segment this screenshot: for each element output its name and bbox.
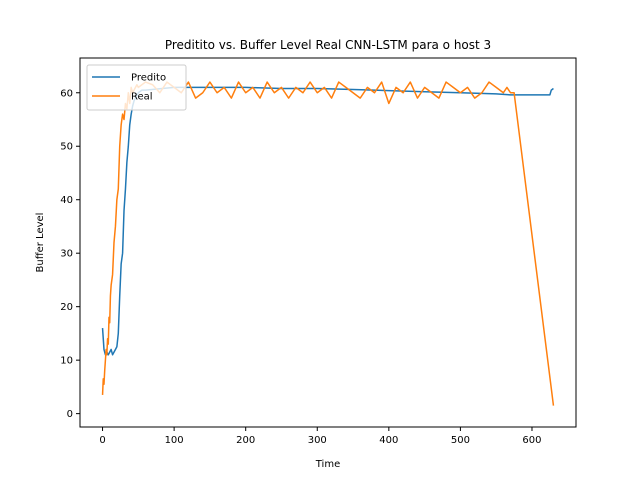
y-tick-label: 50	[60, 142, 73, 153]
x-tick-label: 300	[308, 435, 327, 446]
x-tick-label: 0	[99, 435, 105, 446]
legend: Predito Real	[86, 64, 187, 111]
y-axis-label: Buffer Level	[35, 213, 46, 273]
legend-label-predito: Predito	[131, 73, 166, 84]
x-axis-label: Time	[315, 459, 340, 470]
chart-title: Preditito vs. Buffer Level Real CNN-LSTM…	[165, 38, 491, 52]
x-tick-label: 600	[522, 435, 541, 446]
x-tick-label: 400	[379, 435, 398, 446]
x-tick-label: 500	[451, 435, 470, 446]
x-tick-label: 200	[236, 435, 255, 446]
x-tick-label: 100	[165, 435, 184, 446]
y-tick-label: 40	[60, 195, 73, 206]
y-tick-label: 10	[60, 356, 73, 367]
y-tick-label: 0	[67, 409, 73, 420]
x-axis: 0 100 200 300 400 500 600	[99, 427, 542, 446]
y-tick-label: 30	[60, 249, 73, 260]
y-tick-label: 20	[60, 302, 73, 313]
axes-frame	[79, 57, 577, 428]
legend-label-real: Real	[131, 92, 153, 103]
y-tick-label: 60	[60, 88, 73, 99]
y-axis: 0 10 20 30 40 50 60	[60, 88, 80, 420]
series-line-real	[101, 81, 555, 406]
